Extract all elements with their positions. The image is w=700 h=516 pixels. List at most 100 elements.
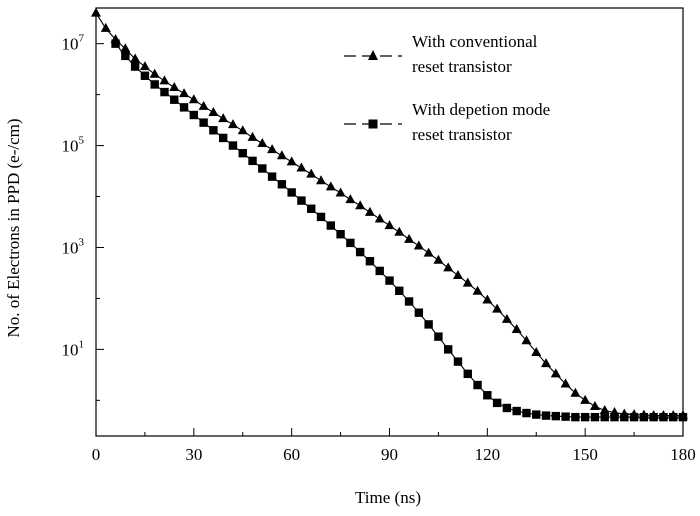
data-point-square [267,172,277,181]
legend-entry-conventional: With conventional reset transistor [344,32,538,76]
data-point-triangle [472,285,483,295]
data-point-triangle [286,156,297,166]
data-point-square [179,103,189,112]
data-point-square [434,332,443,341]
x-tick-label: 60 [283,445,300,464]
data-point-square [365,257,375,266]
y-tick-label: 101 [62,338,85,359]
data-point-triangle [325,181,336,191]
data-point-triangle [247,131,258,141]
data-point-square [404,297,414,306]
data-point-triangle [169,81,180,91]
data-point-triangle [462,277,473,287]
data-point-square [463,369,472,379]
data-point-triangle [218,113,229,123]
data-point-triangle [149,68,160,78]
data-point-square [307,204,316,213]
data-point-square [551,411,561,421]
y-tick-label: 105 [62,135,85,156]
data-point-square [453,357,463,366]
series-line [95,12,683,417]
data-point-triangle [159,75,170,85]
data-point-square [600,412,609,422]
data-point-triangle [570,387,581,397]
data-point-triangle [394,226,405,236]
data-point-triangle [492,303,503,313]
data-point-triangle [433,254,444,264]
data-point-square [620,412,629,422]
y-tick-label: 107 [62,33,85,54]
data-point-triangle [91,7,101,17]
data-point-triangle [541,358,552,368]
data-point-square [414,308,424,317]
data-point-square [277,180,287,189]
x-tick-label: 180 [670,445,696,464]
data-point-triangle [413,240,424,250]
data-point-square [512,406,521,416]
data-point-square [483,391,492,400]
legend-label-conventional-line2: reset transistor [412,57,512,76]
data-point-square [355,247,365,257]
data-point-triangle [276,150,287,160]
data-point-square [610,412,619,422]
data-point-triangle [482,294,493,304]
data-point-triangle [443,262,454,272]
data-point-triangle [404,233,415,243]
data-point-square [130,62,140,71]
x-tick-label: 120 [475,445,501,464]
data-point-square [659,412,668,422]
series-square [111,39,688,422]
series-layer [91,7,688,422]
data-point-square [287,188,296,197]
data-point-square [209,126,218,135]
data-point-square [649,412,658,422]
data-point-triangle [423,247,434,257]
data-point-square [228,141,238,150]
data-point-triangle [267,144,278,154]
data-point-triangle [580,394,591,404]
data-point-triangle [560,378,571,388]
data-point-triangle [599,405,610,415]
data-point-square [199,118,208,127]
data-point-square [218,133,228,143]
data-point-square [629,412,639,422]
data-point-square [571,412,580,422]
data-point-triangle [208,106,219,116]
data-point-square [346,238,355,248]
data-point-square [238,149,247,158]
data-point-square [160,87,169,97]
data-point-square [561,412,570,421]
data-point-triangle [452,270,463,279]
data-point-square [150,80,159,89]
x-tick-label: 150 [572,445,598,464]
data-point-square [444,345,453,354]
data-point-square [297,196,306,205]
y-tick-label: 103 [62,236,85,257]
x-tick-label: 0 [92,445,101,464]
data-point-triangle [179,88,190,98]
data-point-triangle [130,53,141,63]
data-point-triangle [120,43,131,53]
x-tick-label: 90 [381,445,398,464]
data-point-triangle [257,138,268,148]
data-point-square [375,266,384,276]
data-point-triangle [374,213,385,223]
data-point-triangle [296,162,307,172]
data-point-triangle [355,200,366,210]
data-point-square [424,320,433,329]
data-point-triangle [345,194,356,204]
data-point-square [121,51,130,61]
y-axis-title: No. of Electrons in PPD (e-/cm) [4,118,23,337]
data-point-square [541,411,551,420]
data-point-square [170,95,179,104]
x-axis: 0 30 60 90 120 150 180 [92,428,696,464]
data-point-square [336,230,345,239]
data-point-triangle [188,94,199,104]
data-point-square [502,403,512,413]
x-axis-title: Time (ns) [355,488,421,507]
data-point-triangle [531,346,542,356]
data-point-square [189,110,199,120]
legend-label-depletion-line1: With depetion mode [412,100,550,119]
data-point-square [395,286,404,295]
